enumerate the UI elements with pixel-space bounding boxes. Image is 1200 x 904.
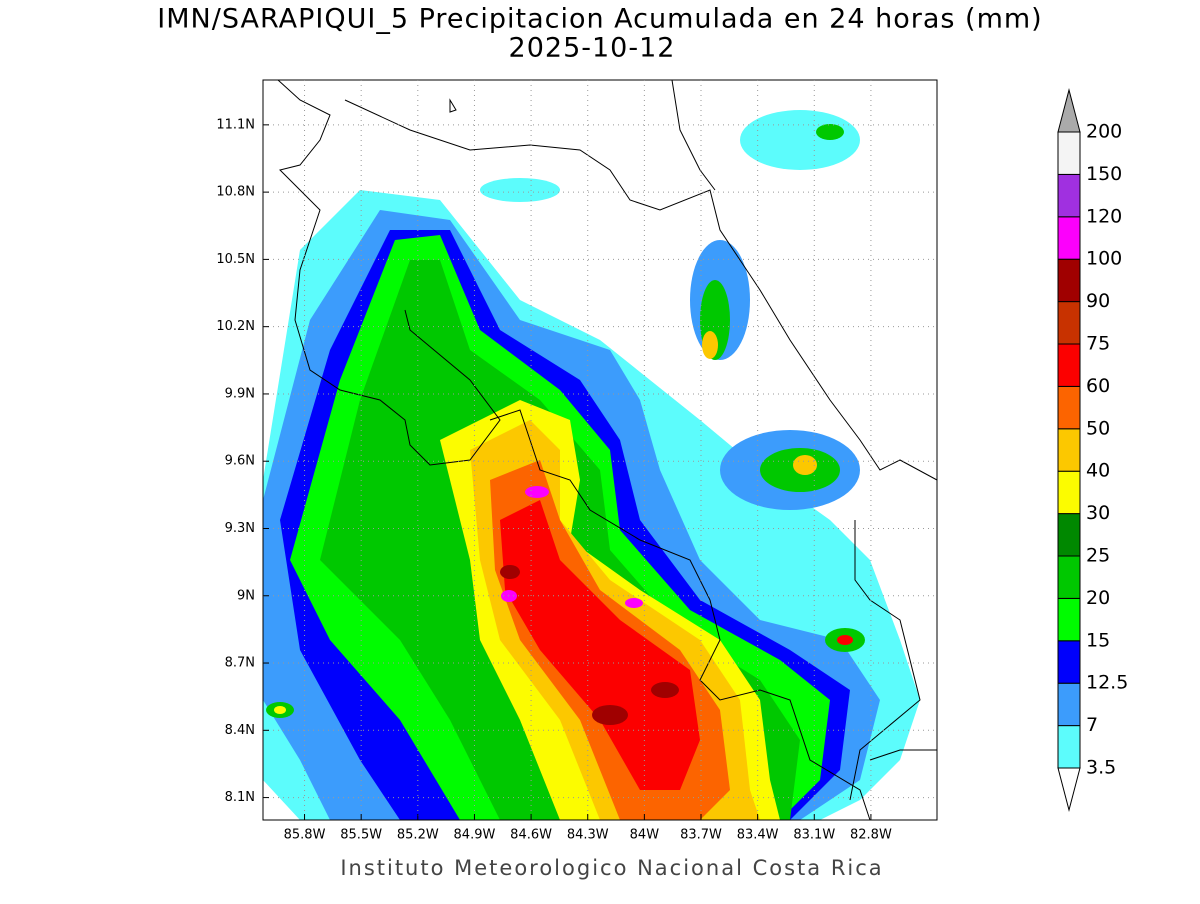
coastlines	[277, 80, 937, 820]
y-tick-label: 9.9N	[225, 386, 255, 401]
x-tick-label: 82.8W	[850, 828, 892, 843]
colorbar-box	[1057, 301, 1081, 345]
y-tick-label: 10.5N	[216, 252, 255, 267]
x-tick-label: 85.5W	[340, 828, 382, 843]
precipitation-field	[263, 110, 920, 820]
x-tick-label: 83.1W	[793, 828, 835, 843]
colorbar-label: 75	[1086, 333, 1110, 355]
x-tick-label: 83.4W	[737, 828, 779, 843]
y-tick-label: 9N	[237, 588, 255, 603]
x-tick-label: 84W	[630, 828, 660, 843]
colorbar-box	[1057, 173, 1081, 218]
y-tick-label: 8.1N	[225, 790, 255, 805]
x-tick-label: 85.8W	[284, 828, 326, 843]
y-tick-label: 8.4N	[225, 723, 255, 738]
map-subtitle: 2025-10-12	[509, 33, 676, 64]
colorbar-label: 100	[1086, 248, 1122, 270]
colorbar-box	[1057, 131, 1081, 175]
colorbar-label: 60	[1086, 375, 1110, 397]
colorbar-box	[1057, 470, 1081, 515]
colorbar-label: 20	[1086, 587, 1110, 609]
colorbar-box	[1057, 555, 1081, 599]
colorbar-box	[1057, 385, 1081, 430]
colorbar-box	[1057, 682, 1081, 727]
colorbar-label: 25	[1086, 545, 1110, 567]
y-tick-label: 10.2N	[216, 319, 255, 334]
colorbar-under	[1057, 767, 1081, 812]
colorbar-box	[1057, 428, 1081, 472]
y-tick-label: 8.7N	[225, 656, 255, 671]
colorbar-over	[1057, 88, 1081, 133]
x-tick-label: 84.6W	[510, 828, 552, 843]
colorbar-box	[1057, 640, 1081, 684]
colorbar-box	[1057, 258, 1081, 303]
y-tick-label: 10.8N	[216, 185, 255, 200]
colorbar-label: 3.5	[1086, 757, 1116, 779]
colorbar-label: 50	[1086, 417, 1110, 439]
colorbar-label: 7	[1086, 714, 1098, 736]
colorbar-label: 90	[1086, 290, 1110, 312]
x-tick-label: 84.9W	[454, 828, 496, 843]
colorbar-box	[1057, 513, 1081, 557]
colorbar-label: 120	[1086, 205, 1122, 227]
y-tick-label: 9.6N	[225, 454, 255, 469]
y-tick-label: 9.3N	[225, 521, 255, 536]
colorbar-box	[1057, 725, 1081, 769]
x-tick-label: 85.2W	[397, 828, 439, 843]
colorbar-label: 12.5	[1086, 672, 1128, 694]
x-tick-label: 84.3W	[567, 828, 609, 843]
plot-frame	[262, 79, 938, 821]
colorbar-label: 200	[1086, 121, 1122, 143]
colorbar-label: 150	[1086, 163, 1122, 185]
colorbar-label: 15	[1086, 629, 1110, 651]
footer: Instituto Meteorologico Nacional Costa R…	[340, 856, 883, 880]
colorbar-box	[1057, 343, 1081, 387]
x-tick-label: 83.7W	[680, 828, 722, 843]
colorbar-box	[1057, 597, 1081, 642]
colorbar-label: 30	[1086, 502, 1110, 524]
map-title: IMN/SARAPIQUI_5 Precipitacion Acumulada …	[157, 4, 1042, 35]
colorbar-box	[1057, 216, 1081, 260]
y-tick-label: 11.1N	[216, 117, 255, 132]
colorbar-label: 40	[1086, 460, 1110, 482]
